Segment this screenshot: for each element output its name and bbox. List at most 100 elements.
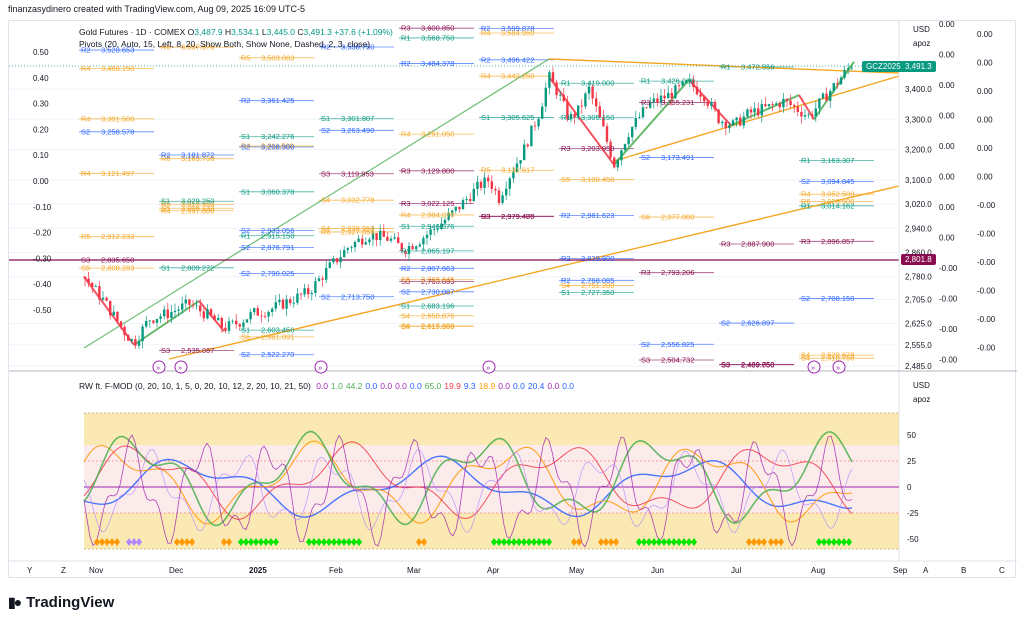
candle-body xyxy=(483,177,486,188)
event-icon[interactable] xyxy=(482,360,496,374)
trendline-long[interactable] xyxy=(168,185,900,360)
pivot-level-price: 2,768.085 xyxy=(581,276,614,285)
pivot-level-price: 3,006.133 xyxy=(181,204,214,213)
chart-canvas[interactable]: R3 3,600.850 R2 3,599.878 R6 3,537.976 R5 3,503… xyxy=(9,21,1017,579)
pivot-level-tag: R4 xyxy=(81,114,91,123)
currency-label[interactable]: USD xyxy=(913,25,930,34)
log-scale-button[interactable]: B xyxy=(961,566,966,575)
candle-body xyxy=(397,237,400,244)
candle-body xyxy=(501,195,504,203)
pivot-level-tag: R6 xyxy=(161,154,171,163)
candle-body xyxy=(123,326,126,336)
osc-signal-dot xyxy=(746,538,752,546)
candle-body xyxy=(145,320,148,327)
pivot-level-tag: S3 xyxy=(721,360,730,369)
candle-body xyxy=(764,104,767,107)
osc-signal-dot xyxy=(526,538,532,546)
candle-body xyxy=(299,293,303,295)
pivot-level-tag: S4 xyxy=(321,196,330,205)
pivots-legend[interactable]: Pivots (20, Auto, 15, Left, 8, 20, Show … xyxy=(79,39,370,49)
candle-body xyxy=(566,101,569,120)
candle-body xyxy=(202,311,205,319)
event-icon-glyph: » xyxy=(318,363,322,372)
candle-body xyxy=(235,320,238,325)
osc-tick: 50 xyxy=(907,431,916,440)
candle-body xyxy=(242,322,245,327)
candle-body xyxy=(152,320,155,323)
candle-body xyxy=(238,324,241,327)
osc-signal-dot xyxy=(501,538,507,546)
event-icon[interactable] xyxy=(152,360,166,374)
candle-body xyxy=(562,94,565,102)
candle-body xyxy=(285,299,288,309)
pivot-level-tag: R3 xyxy=(401,24,411,33)
pivot-level-tag: R1 xyxy=(561,113,571,122)
oscillator-legend[interactable]: RW ft. F-MOD (0, 20, 10, 1, 5, 0, 20, 10… xyxy=(79,381,574,391)
main-legend[interactable]: Gold Futures · 1D · COMEX O3,487.9 H3,53… xyxy=(79,27,393,37)
event-icon[interactable] xyxy=(832,360,846,374)
candle-body xyxy=(793,105,796,107)
osc-signal-dot xyxy=(114,538,120,546)
pivot-level-price: 3,301.500 xyxy=(101,114,134,123)
price-axis[interactable]: 3,400.0 3,300.0 3,200.0 3,100.0 3,020.0 2,940… xyxy=(905,85,932,371)
corner-year-button[interactable]: Y xyxy=(27,566,33,575)
candle-body xyxy=(782,98,785,108)
osc-signal-dot xyxy=(651,538,657,546)
candle-body xyxy=(559,94,562,96)
candle-body xyxy=(631,126,634,138)
candle-body xyxy=(199,305,202,312)
candle-body xyxy=(739,117,742,126)
trendline-upper[interactable] xyxy=(83,58,550,349)
inner-scale-tick: 0.00 xyxy=(939,173,955,182)
osc-line xyxy=(83,441,853,520)
candle-body xyxy=(728,125,731,129)
corner-zoom-button[interactable]: Z xyxy=(61,566,66,575)
pivot-level-tag: R5 xyxy=(241,53,251,62)
osc-line xyxy=(83,430,853,527)
osc-value: 0.0 xyxy=(380,381,393,391)
symbol-badge[interactable]: GCZ2025 xyxy=(862,61,905,72)
osc-value: 19.9 xyxy=(444,381,461,391)
candle-body xyxy=(645,107,648,109)
pivot-level-price: 3,258.578 xyxy=(101,127,134,136)
osc-tick: 0 xyxy=(907,483,912,492)
candle-body xyxy=(641,107,645,118)
candle-body xyxy=(310,292,313,295)
osc-value: 20.4 xyxy=(527,381,545,391)
candle-body xyxy=(274,302,277,309)
pivot-level-tag: R1 xyxy=(241,231,251,240)
tradingview-logo-icon: ▮● xyxy=(8,594,22,610)
left-scale-tick: 0.10 xyxy=(33,151,49,160)
chart-frame[interactable]: R3 3,600.850 R2 3,599.878 R6 3,537.976 R5 3,503… xyxy=(8,20,1017,579)
event-icon[interactable] xyxy=(314,360,328,374)
pivot-level-tag: S5 xyxy=(561,175,570,184)
osc-signal-dot xyxy=(531,538,537,546)
candle-body xyxy=(436,229,439,230)
pivot-level-tag: R4 xyxy=(81,169,91,178)
percent-scale-button[interactable]: C xyxy=(999,566,1005,575)
pivot-level-price: 3,181.872 xyxy=(181,151,214,160)
event-icon[interactable] xyxy=(807,360,821,374)
pivot-level-tag: S4 xyxy=(401,321,410,330)
pivot-level-tag: R1 xyxy=(561,79,571,88)
replay-icons[interactable]: » » » » » » xyxy=(152,360,846,374)
pivot-level-price: 3,568.750 xyxy=(421,33,454,42)
time-axis[interactable]: Nov Dec 2025 Feb Mar Apr May Jun Jul Aug Sep xyxy=(89,566,908,575)
candle-body xyxy=(422,238,425,245)
left-scale-tick: 0.00 xyxy=(33,177,49,186)
pivot-level-price: 3,100.450 xyxy=(581,175,614,184)
osc-signal-dot xyxy=(756,538,762,546)
trendline-channel-bottom[interactable] xyxy=(613,75,900,162)
candle-body xyxy=(267,311,270,317)
auto-scale-button[interactable]: A xyxy=(923,566,929,575)
pivot-level-tag: R3 xyxy=(641,98,651,107)
candle-body xyxy=(429,229,432,235)
far-scale-tick: 0.00 xyxy=(977,87,993,96)
time-tick: Dec xyxy=(169,566,183,575)
candle-body xyxy=(289,299,292,304)
candle-body xyxy=(785,98,789,101)
pivot-level-tag: R3 xyxy=(481,212,491,221)
event-icon[interactable] xyxy=(174,360,188,374)
candle-body xyxy=(245,319,249,323)
osc-signal-dot xyxy=(268,538,274,546)
